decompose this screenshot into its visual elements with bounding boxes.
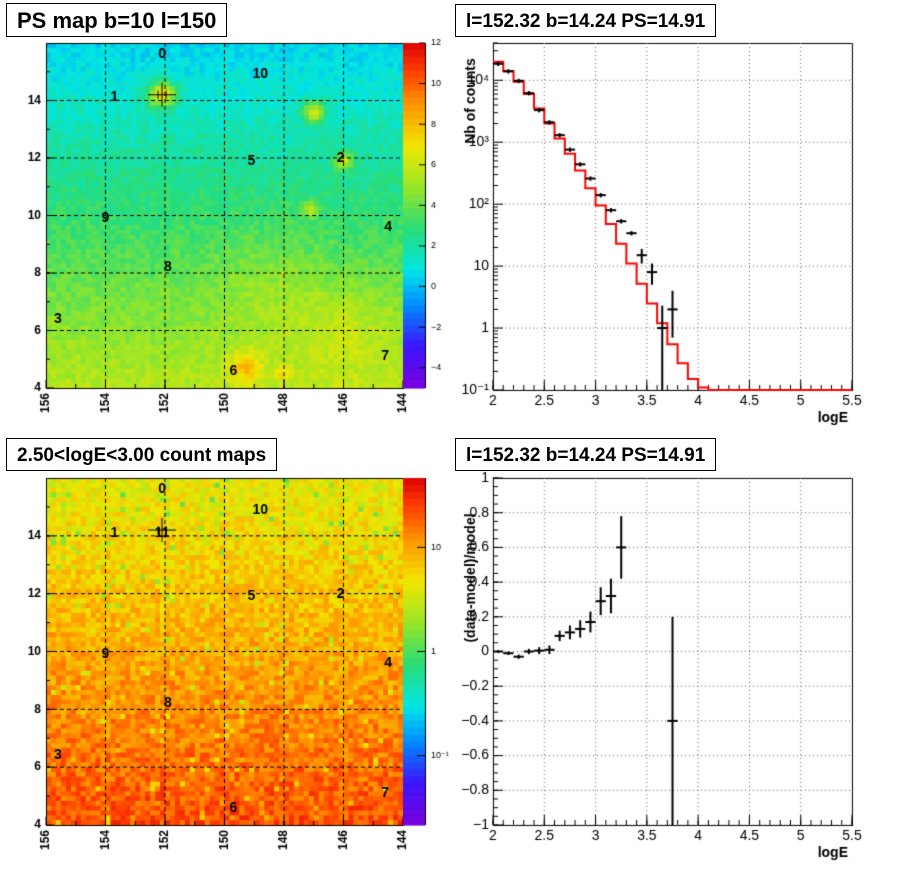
- spectrum-title: l=152.32 b=14.24 PS=14.91: [455, 4, 717, 37]
- ps-map-title: PS map b=10 l=150: [6, 3, 228, 37]
- count-map-title: 2.50<logE<3.00 count maps: [6, 438, 278, 471]
- residual-title: l=152.32 b=14.24 PS=14.91: [455, 438, 717, 471]
